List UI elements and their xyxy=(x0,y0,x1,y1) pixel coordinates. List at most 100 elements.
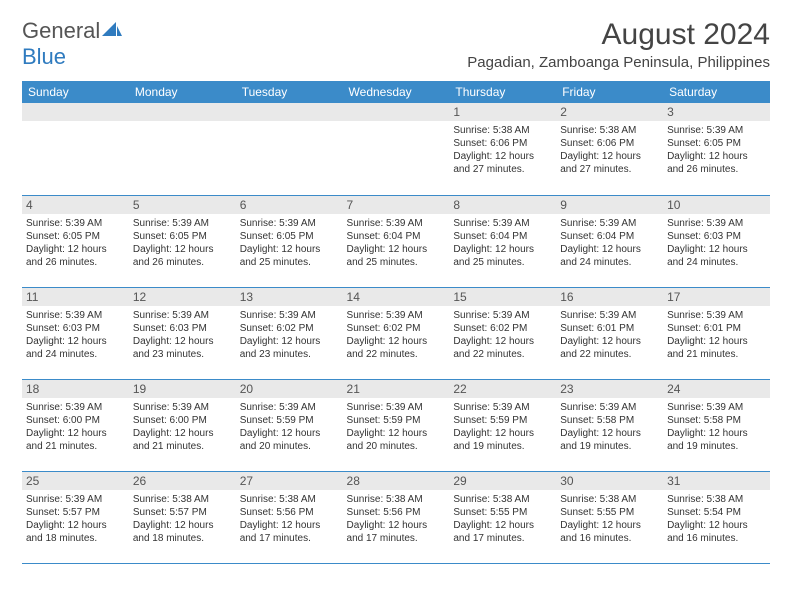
day-header: Monday xyxy=(129,81,236,103)
sunrise-line: Sunrise: 5:39 AM xyxy=(560,217,659,230)
day-details: Sunrise: 5:39 AMSunset: 6:02 PMDaylight:… xyxy=(343,306,450,365)
sunset-line: Sunset: 6:02 PM xyxy=(453,322,552,335)
sunrise-line: Sunrise: 5:39 AM xyxy=(26,309,125,322)
daylight-line: Daylight: 12 hours and 22 minutes. xyxy=(347,335,446,361)
sunset-line: Sunset: 6:02 PM xyxy=(240,322,339,335)
sunset-line: Sunset: 5:57 PM xyxy=(26,506,125,519)
sunrise-line: Sunrise: 5:38 AM xyxy=(560,493,659,506)
sunset-line: Sunset: 6:03 PM xyxy=(667,230,766,243)
calendar-table: SundayMondayTuesdayWednesdayThursdayFrid… xyxy=(22,81,770,564)
calendar-cell: 4Sunrise: 5:39 AMSunset: 6:05 PMDaylight… xyxy=(22,195,129,287)
sunset-line: Sunset: 6:01 PM xyxy=(667,322,766,335)
day-details: Sunrise: 5:38 AMSunset: 5:56 PMDaylight:… xyxy=(236,490,343,549)
calendar-week: 1Sunrise: 5:38 AMSunset: 6:06 PMDaylight… xyxy=(22,103,770,195)
daylight-line: Daylight: 12 hours and 21 minutes. xyxy=(667,335,766,361)
sunset-line: Sunset: 6:04 PM xyxy=(560,230,659,243)
day-header: Thursday xyxy=(449,81,556,103)
sunset-line: Sunset: 6:03 PM xyxy=(26,322,125,335)
sunrise-line: Sunrise: 5:39 AM xyxy=(667,124,766,137)
brand-name: GeneralBlue xyxy=(22,18,122,70)
calendar-cell: 31Sunrise: 5:38 AMSunset: 5:54 PMDayligh… xyxy=(663,471,770,563)
day-details: Sunrise: 5:39 AMSunset: 6:02 PMDaylight:… xyxy=(449,306,556,365)
calendar-cell xyxy=(343,103,450,195)
page-header: GeneralBlue August 2024 Pagadian, Zamboa… xyxy=(22,18,770,77)
day-number: 11 xyxy=(22,288,129,306)
daylight-line: Daylight: 12 hours and 24 minutes. xyxy=(667,243,766,269)
daylight-line: Daylight: 12 hours and 18 minutes. xyxy=(26,519,125,545)
sunset-line: Sunset: 5:54 PM xyxy=(667,506,766,519)
day-details: Sunrise: 5:38 AMSunset: 5:54 PMDaylight:… xyxy=(663,490,770,549)
day-number: 8 xyxy=(449,196,556,214)
day-details: Sunrise: 5:39 AMSunset: 5:59 PMDaylight:… xyxy=(343,398,450,457)
day-header: Wednesday xyxy=(343,81,450,103)
day-header: Friday xyxy=(556,81,663,103)
day-details: Sunrise: 5:39 AMSunset: 6:03 PMDaylight:… xyxy=(129,306,236,365)
daylight-line: Daylight: 12 hours and 16 minutes. xyxy=(667,519,766,545)
daylight-line: Daylight: 12 hours and 22 minutes. xyxy=(560,335,659,361)
day-header: Tuesday xyxy=(236,81,343,103)
day-details: Sunrise: 5:39 AMSunset: 6:05 PMDaylight:… xyxy=(236,214,343,273)
day-number-empty xyxy=(236,103,343,121)
day-details: Sunrise: 5:39 AMSunset: 6:03 PMDaylight:… xyxy=(663,214,770,273)
day-number: 31 xyxy=(663,472,770,490)
sunrise-line: Sunrise: 5:39 AM xyxy=(560,309,659,322)
day-number: 19 xyxy=(129,380,236,398)
day-details: Sunrise: 5:39 AMSunset: 5:58 PMDaylight:… xyxy=(663,398,770,457)
calendar-body: 1Sunrise: 5:38 AMSunset: 6:06 PMDaylight… xyxy=(22,103,770,563)
day-number: 23 xyxy=(556,380,663,398)
sunset-line: Sunset: 6:04 PM xyxy=(453,230,552,243)
daylight-line: Daylight: 12 hours and 23 minutes. xyxy=(133,335,232,361)
sunrise-line: Sunrise: 5:39 AM xyxy=(240,217,339,230)
day-number: 3 xyxy=(663,103,770,121)
daylight-line: Daylight: 12 hours and 17 minutes. xyxy=(347,519,446,545)
daylight-line: Daylight: 12 hours and 17 minutes. xyxy=(240,519,339,545)
calendar-cell: 5Sunrise: 5:39 AMSunset: 6:05 PMDaylight… xyxy=(129,195,236,287)
sunset-line: Sunset: 5:59 PM xyxy=(240,414,339,427)
day-details: Sunrise: 5:39 AMSunset: 5:58 PMDaylight:… xyxy=(556,398,663,457)
daylight-line: Daylight: 12 hours and 23 minutes. xyxy=(240,335,339,361)
calendar-cell: 22Sunrise: 5:39 AMSunset: 5:59 PMDayligh… xyxy=(449,379,556,471)
daylight-line: Daylight: 12 hours and 16 minutes. xyxy=(560,519,659,545)
daylight-line: Daylight: 12 hours and 26 minutes. xyxy=(26,243,125,269)
day-number: 17 xyxy=(663,288,770,306)
day-number-empty xyxy=(129,103,236,121)
sunset-line: Sunset: 6:06 PM xyxy=(560,137,659,150)
daylight-line: Daylight: 12 hours and 18 minutes. xyxy=(133,519,232,545)
sunset-line: Sunset: 6:03 PM xyxy=(133,322,232,335)
calendar-cell: 23Sunrise: 5:39 AMSunset: 5:58 PMDayligh… xyxy=(556,379,663,471)
day-details: Sunrise: 5:38 AMSunset: 5:55 PMDaylight:… xyxy=(556,490,663,549)
day-details: Sunrise: 5:39 AMSunset: 6:04 PMDaylight:… xyxy=(556,214,663,273)
daylight-line: Daylight: 12 hours and 27 minutes. xyxy=(453,150,552,176)
calendar-cell: 9Sunrise: 5:39 AMSunset: 6:04 PMDaylight… xyxy=(556,195,663,287)
day-number: 26 xyxy=(129,472,236,490)
daylight-line: Daylight: 12 hours and 26 minutes. xyxy=(667,150,766,176)
sunrise-line: Sunrise: 5:38 AM xyxy=(133,493,232,506)
daylight-line: Daylight: 12 hours and 20 minutes. xyxy=(240,427,339,453)
daylight-line: Daylight: 12 hours and 21 minutes. xyxy=(26,427,125,453)
calendar-cell: 10Sunrise: 5:39 AMSunset: 6:03 PMDayligh… xyxy=(663,195,770,287)
calendar-week: 25Sunrise: 5:39 AMSunset: 5:57 PMDayligh… xyxy=(22,471,770,563)
sunrise-line: Sunrise: 5:39 AM xyxy=(240,309,339,322)
sunrise-line: Sunrise: 5:39 AM xyxy=(667,217,766,230)
calendar-cell xyxy=(236,103,343,195)
sail-icon xyxy=(102,18,122,44)
calendar-cell xyxy=(129,103,236,195)
calendar-cell: 12Sunrise: 5:39 AMSunset: 6:03 PMDayligh… xyxy=(129,287,236,379)
day-header: Saturday xyxy=(663,81,770,103)
day-header: Sunday xyxy=(22,81,129,103)
daylight-line: Daylight: 12 hours and 26 minutes. xyxy=(133,243,232,269)
calendar-cell: 13Sunrise: 5:39 AMSunset: 6:02 PMDayligh… xyxy=(236,287,343,379)
sunset-line: Sunset: 6:00 PM xyxy=(133,414,232,427)
day-number: 12 xyxy=(129,288,236,306)
sunset-line: Sunset: 5:59 PM xyxy=(347,414,446,427)
daylight-line: Daylight: 12 hours and 19 minutes. xyxy=(560,427,659,453)
day-details: Sunrise: 5:38 AMSunset: 5:55 PMDaylight:… xyxy=(449,490,556,549)
calendar-cell: 11Sunrise: 5:39 AMSunset: 6:03 PMDayligh… xyxy=(22,287,129,379)
sunset-line: Sunset: 5:57 PM xyxy=(133,506,232,519)
sunrise-line: Sunrise: 5:39 AM xyxy=(347,309,446,322)
sunrise-line: Sunrise: 5:39 AM xyxy=(347,401,446,414)
sunrise-line: Sunrise: 5:39 AM xyxy=(453,401,552,414)
day-number: 21 xyxy=(343,380,450,398)
sunrise-line: Sunrise: 5:38 AM xyxy=(347,493,446,506)
sunrise-line: Sunrise: 5:39 AM xyxy=(26,217,125,230)
